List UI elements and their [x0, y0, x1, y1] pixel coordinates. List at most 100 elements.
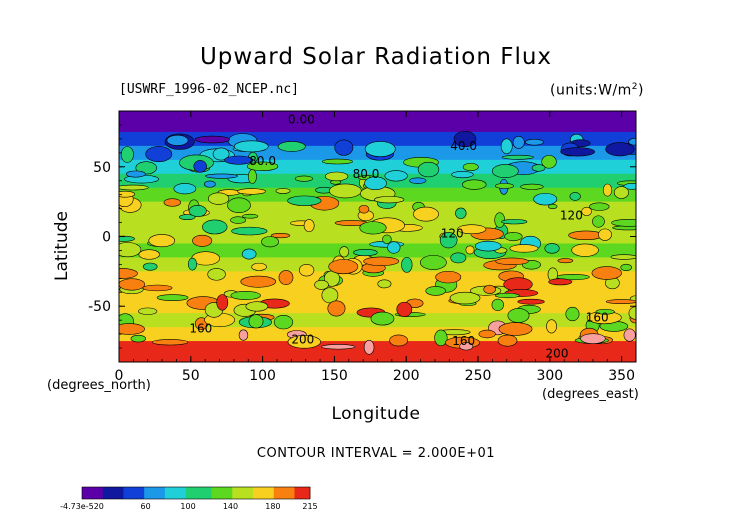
contour-patch: [119, 242, 142, 258]
colorbar-label: 140: [223, 502, 238, 511]
contour-patch: [119, 190, 136, 198]
colorbar-cell: [304, 487, 311, 499]
colorbar-cell: [196, 487, 202, 499]
contour-patch: [363, 339, 375, 355]
contour-patch: [547, 203, 558, 210]
contour-patch: [324, 171, 349, 182]
y-units-label: (degrees_north): [47, 378, 151, 393]
contour-patch: [119, 184, 149, 191]
colorbar-cell: [221, 487, 228, 499]
contour-patch: [248, 314, 264, 329]
contour-patch: [202, 219, 228, 235]
contour-patch: [328, 183, 362, 199]
colorbar-cell: [175, 487, 181, 499]
contour-patch: [595, 308, 615, 315]
contour-patch: [461, 179, 487, 190]
contour-patch: [439, 232, 458, 249]
contour-patch: [353, 248, 378, 257]
contour-patch: [207, 268, 226, 281]
colorbar-cell: [118, 487, 124, 499]
contour-patch: [247, 169, 257, 184]
heatmap-patches: [119, 130, 636, 355]
colorbar-cell: [133, 487, 140, 499]
contour-patch: [287, 195, 322, 206]
contour-label: 120: [441, 227, 464, 241]
contour-patch: [396, 301, 413, 317]
colorbar-label: 215: [302, 502, 317, 511]
contour-patch: [401, 256, 413, 273]
contour-patch: [459, 342, 474, 351]
contour-patch: [193, 160, 207, 173]
colorbar-cell: [128, 487, 135, 499]
x-tick-label: 50: [182, 368, 200, 384]
contour-patch: [120, 146, 134, 163]
colorbar-cell: [232, 487, 238, 499]
contour-patch: [359, 221, 387, 235]
colorbar-cell: [289, 487, 295, 499]
contour-patch: [623, 183, 636, 190]
file-name-label: [USWRF_1996-02_NCEP.nc]: [119, 82, 300, 97]
y-tick-label: -50: [88, 299, 111, 315]
contour-patch: [334, 139, 354, 156]
colorbar-label: 60: [141, 502, 151, 511]
contour-patch: [119, 323, 145, 335]
contour-patch: [435, 270, 462, 284]
colorbar-cell: [92, 487, 98, 499]
contour-patch: [314, 279, 329, 290]
x-units-label: (degrees_east): [542, 387, 639, 402]
contour-patch: [504, 232, 523, 242]
contour-patch: [303, 219, 315, 233]
contour-patch: [628, 138, 636, 146]
contour-patch: [275, 188, 291, 194]
contour-patch: [166, 134, 189, 146]
contour-patch: [623, 328, 636, 342]
contour-patch: [138, 249, 160, 260]
contour-patch: [548, 278, 573, 286]
contour-label: 160: [586, 310, 609, 324]
contour-patch: [544, 243, 560, 254]
contour-patch: [224, 155, 254, 165]
contour-patch: [434, 329, 448, 347]
contour-patch: [298, 263, 315, 277]
contour-patch: [328, 259, 359, 275]
contour-patch: [413, 206, 439, 222]
contour-patch: [339, 246, 349, 258]
colorbar-cell: [123, 487, 130, 499]
contour-patch: [251, 262, 267, 271]
colorbar-label: 100: [180, 502, 195, 511]
contour-patch: [327, 300, 346, 317]
colorbar-cell: [253, 487, 259, 499]
contour-patch: [491, 164, 519, 179]
colorbar-cell: [263, 487, 269, 499]
contour-patch: [483, 284, 496, 294]
contour-patch: [491, 298, 504, 311]
contour-label: 160: [452, 334, 475, 348]
y-axis-label: Latitude: [52, 211, 72, 281]
contour-patch: [497, 334, 518, 347]
contour-patch: [212, 147, 230, 161]
contour-patch: [130, 334, 146, 343]
contour-patch: [602, 183, 613, 197]
colorbar-cell: [113, 487, 119, 499]
contour-patch: [628, 306, 636, 320]
contour-patch: [233, 140, 269, 153]
contour-label: 80.0: [249, 154, 276, 168]
contour-label: 80.0: [353, 167, 380, 181]
contour-patch: [560, 147, 595, 157]
contour-patch: [605, 299, 636, 305]
colorbar-cell: [82, 487, 88, 499]
contour-patch: [192, 234, 213, 247]
contour-patch: [409, 177, 427, 184]
colorbar-cell: [216, 487, 223, 499]
contour-patch: [145, 146, 173, 162]
contour-patch: [179, 214, 196, 221]
units-label: (units:W/m2): [550, 82, 644, 99]
colorbar-cell: [211, 487, 218, 499]
contour-patch: [389, 334, 408, 347]
colorbar-cell: [180, 487, 187, 499]
contour-patch: [509, 244, 539, 253]
colorbar-cell: [154, 487, 161, 499]
contour-patch: [512, 135, 525, 149]
contour-patch: [520, 183, 544, 190]
contour-patch: [270, 232, 291, 239]
